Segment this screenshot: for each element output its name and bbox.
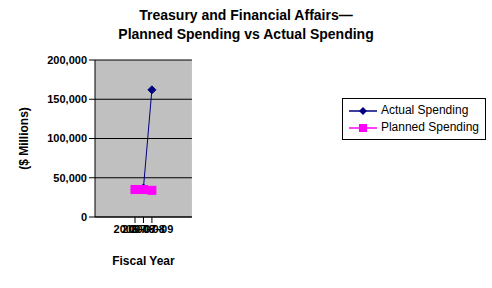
svg-text:Fiscal Year: Fiscal Year	[112, 254, 175, 268]
html-text:Planned Spending vs Actual Spe: Planned Spending vs Actual Spending	[118, 26, 374, 42]
svg-text:0: 0	[81, 211, 87, 223]
svg-text:200,000: 200,000	[47, 54, 87, 66]
html-text:Treasury and Financial Affairs: Treasury and Financial Affairs—	[139, 7, 353, 23]
svg-text:2008–09: 2008–09	[130, 223, 173, 235]
svg-text:($ Millions): ($ Millions)	[17, 107, 31, 170]
html-text:Planned Spending: Planned Spending	[380, 120, 479, 134]
svg-text:50,000: 50,000	[53, 172, 87, 184]
svg-text:150,000: 150,000	[47, 93, 87, 105]
html-text:Actual Spending: Actual Spending	[380, 103, 469, 117]
svg-text:100,000: 100,000	[47, 132, 87, 144]
